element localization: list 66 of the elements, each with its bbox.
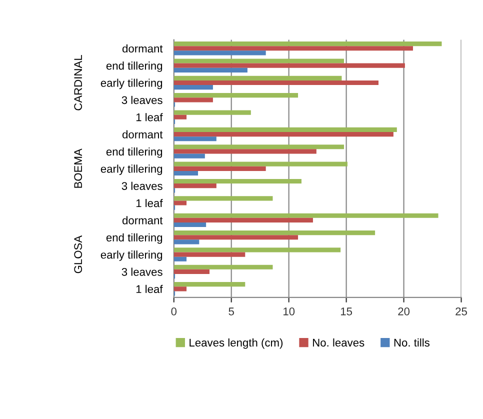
bar (174, 240, 200, 244)
bar (174, 85, 213, 90)
bar (174, 127, 397, 132)
bar (174, 252, 246, 257)
bar (174, 235, 298, 240)
y-tick-label: dormant (122, 44, 163, 53)
bar (174, 80, 378, 86)
y-tick-label: early tillering (100, 78, 162, 90)
bar (174, 282, 246, 287)
bar (174, 110, 251, 115)
bar (174, 50, 266, 56)
bar (174, 269, 210, 274)
bar (174, 162, 348, 166)
y-tick-label: end tillering (106, 233, 162, 244)
bar (174, 114, 187, 120)
y-tick-label: 3 leaves (122, 182, 162, 190)
x-tick-label: 15 (340, 308, 352, 316)
bar (174, 93, 298, 98)
y-tick-label: 3 leaves (122, 96, 162, 104)
legend-label: Leaves length (cm) (190, 338, 283, 349)
bar (174, 98, 213, 102)
bar (174, 248, 341, 252)
x-tick-label: 25 (456, 308, 467, 316)
y-tick-label: early tillering (100, 250, 162, 261)
bar (174, 200, 187, 206)
text: GLOSA (74, 235, 82, 274)
y-tick-label: 1 leaf (136, 113, 163, 122)
bar (174, 222, 206, 228)
legend-label: No. leaves (313, 338, 364, 347)
y-tick-label: end tillering (106, 147, 162, 158)
y-tick-label: 3 leaves (122, 268, 162, 276)
bar (174, 154, 205, 158)
text: CARDINAL (74, 55, 82, 110)
y-tick-label: dormant (122, 216, 163, 224)
bar (174, 256, 187, 262)
bar (174, 196, 273, 201)
bar (174, 264, 273, 270)
legend-label: No. tills (394, 338, 430, 347)
y-tick-label: 1 leaf (136, 198, 163, 208)
bar (174, 286, 187, 292)
y-tick-label: end tillering (106, 62, 162, 72)
bar (174, 149, 316, 154)
bar (174, 178, 302, 184)
text: BOEMA (74, 148, 82, 188)
x-tick-label: 5 (228, 308, 234, 316)
bar (174, 170, 198, 176)
y-tick-label: early tillering (100, 164, 162, 175)
x-tick-label: 20 (398, 308, 410, 316)
x-tick-label: 0 (171, 308, 177, 316)
bar (174, 184, 216, 188)
bar (174, 230, 376, 236)
bar (174, 42, 442, 46)
bar (174, 136, 216, 142)
bar (174, 213, 438, 218)
bar (174, 46, 413, 51)
bar (174, 63, 405, 68)
bar (174, 132, 394, 137)
bar (174, 144, 344, 150)
bar (174, 68, 248, 72)
bar (174, 218, 313, 222)
bar (174, 76, 342, 80)
bar (174, 166, 266, 171)
x-tick-label: 10 (284, 308, 295, 316)
y-tick-label: dormant (122, 130, 163, 138)
y-tick-label: 1 leaf (136, 284, 163, 294)
bar (174, 58, 344, 64)
